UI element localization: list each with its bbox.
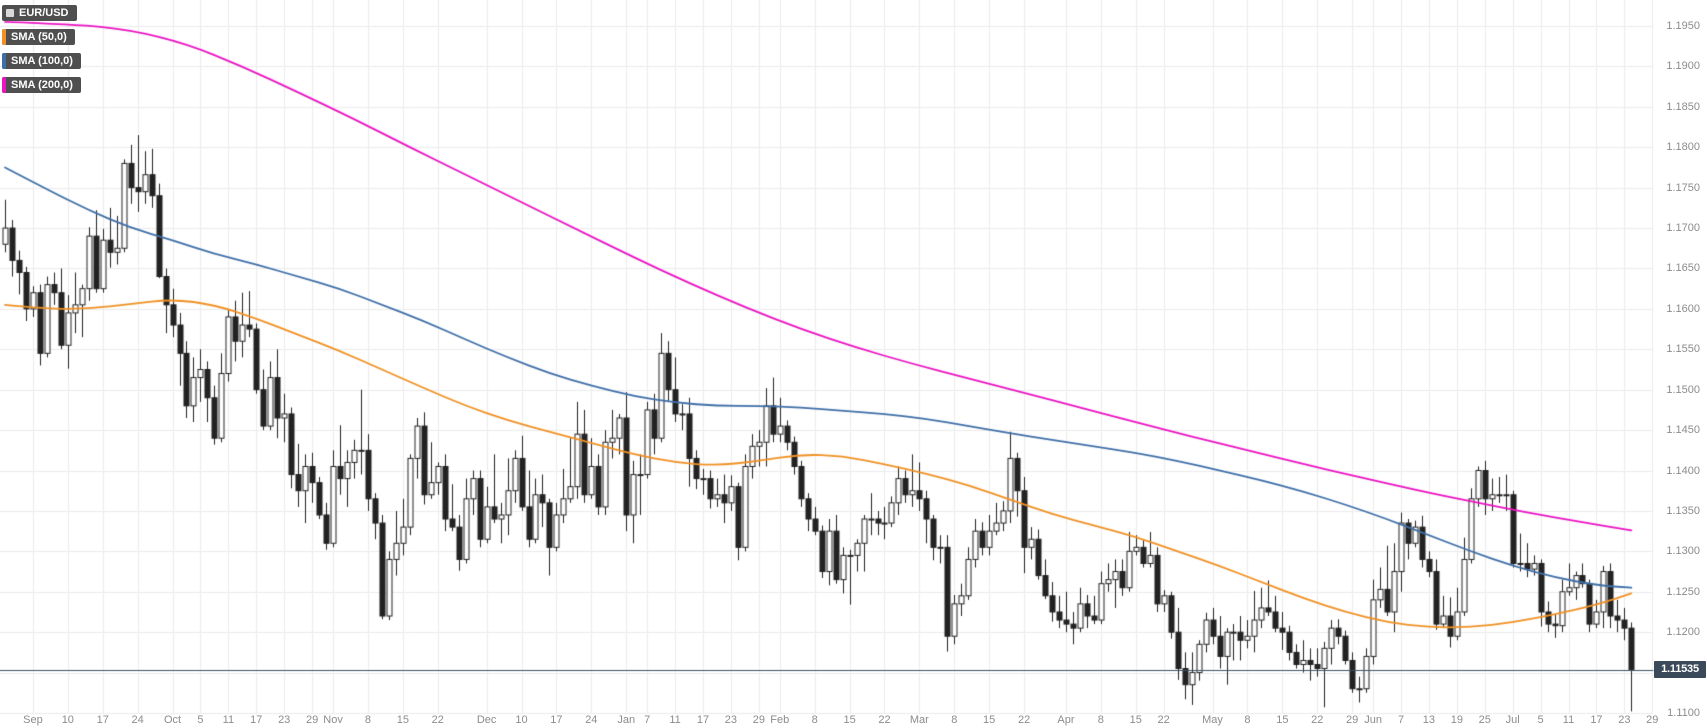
time-tick-label: 7 xyxy=(644,714,651,726)
time-tick-label: 17 xyxy=(96,714,109,726)
price-tick-label: 1.1900 xyxy=(1666,60,1700,73)
time-tick-label: 15 xyxy=(983,714,996,726)
time-tick-label: 25 xyxy=(1478,714,1491,726)
time-tick-label: Apr xyxy=(1057,714,1075,726)
sma50-label: SMA (50,0) xyxy=(11,31,67,43)
time-tick-label: 5 xyxy=(197,714,204,726)
time-tick-label: 29 xyxy=(305,714,319,726)
sma100-label: SMA (100,0) xyxy=(11,55,73,67)
time-tick-label: 22 xyxy=(1157,714,1170,726)
sma50-color-bar-icon xyxy=(2,29,6,45)
time-tick-label: Jun xyxy=(1364,714,1382,726)
time-tick-label: 17 xyxy=(550,714,563,726)
time-tick-label: May xyxy=(1202,714,1223,726)
time-tick-label: 22 xyxy=(431,714,444,726)
time-tick-label: 22 xyxy=(878,714,891,726)
price-tick-label: 1.1850 xyxy=(1666,100,1700,113)
time-tick-label: 17 xyxy=(696,714,710,726)
time-tick-label: 15 xyxy=(843,714,856,726)
candlestick-icon xyxy=(6,9,14,17)
time-tick-label: 11 xyxy=(1562,714,1575,726)
price-tick-label: 1.1450 xyxy=(1666,424,1700,437)
price-tick-label: 1.1600 xyxy=(1666,302,1700,315)
legend-sma100-badge[interactable]: SMA (100,0) xyxy=(2,53,81,69)
price-tick-label: 1.1700 xyxy=(1666,222,1700,235)
time-tick-label: 29 xyxy=(1646,714,1659,726)
price-tick-label: 1.1950 xyxy=(1666,20,1700,32)
time-tick-label: 8 xyxy=(364,714,372,726)
price-tick-label: 1.1500 xyxy=(1666,383,1700,396)
time-tick-label: Nov xyxy=(323,714,343,726)
time-tick-label: 11 xyxy=(222,714,235,726)
price-tick-label: 1.1750 xyxy=(1666,181,1700,194)
time-tick-label: 8 xyxy=(811,714,818,726)
time-tick-label: 23 xyxy=(1618,714,1631,726)
time-tick-label: Jul xyxy=(1505,714,1520,726)
time-tick-label: 7 xyxy=(1397,714,1405,726)
last-price-value: 1.11535 xyxy=(1661,663,1699,676)
instrument-label: EUR/USD xyxy=(19,7,69,19)
time-tick-label: 24 xyxy=(131,714,144,726)
time-tick-label: 11 xyxy=(669,714,681,726)
time-tick-label: 15 xyxy=(1276,714,1289,726)
time-tick-label: 15 xyxy=(1129,714,1142,726)
last-price-badge: 1.11535 xyxy=(1654,661,1706,679)
time-tick-label: 8 xyxy=(1244,714,1251,726)
time-tick-label: 8 xyxy=(951,714,958,726)
time-tick-label: Dec xyxy=(476,714,497,726)
time-tick-label: 29 xyxy=(1346,714,1359,726)
time-tick-label: Mar xyxy=(909,714,929,726)
time-tick-label: 22 xyxy=(1311,714,1324,726)
price-tick-label: 1.1400 xyxy=(1666,464,1700,477)
time-tick-label: Oct xyxy=(163,714,182,726)
price-tick-label: 1.1250 xyxy=(1666,585,1700,598)
price-tick-label: 1.1350 xyxy=(1666,504,1700,517)
sma200-color-bar-icon xyxy=(2,77,6,93)
time-tick-label: Feb xyxy=(770,714,790,726)
time-tick-label: 13 xyxy=(1422,714,1436,726)
price-tick-label: 1.1100 xyxy=(1667,707,1700,719)
price-tick-label: 1.1550 xyxy=(1666,343,1700,356)
time-tick-label: 22 xyxy=(1017,714,1031,726)
time-tick-label: Jan xyxy=(617,714,636,726)
time-tick-label: 5 xyxy=(1537,714,1544,726)
time-tick-label: 19 xyxy=(1450,714,1463,726)
time-tick-label: 10 xyxy=(61,714,74,726)
time-tick-label: Sep xyxy=(23,714,43,726)
time-tick-label: 17 xyxy=(250,714,263,726)
time-tick-label: 29 xyxy=(752,714,765,726)
sma100-color-bar-icon xyxy=(2,53,6,69)
time-tick-label: 10 xyxy=(515,714,528,726)
legend-sma50-badge[interactable]: SMA (50,0) xyxy=(2,29,75,45)
sma200-label: SMA (200,0) xyxy=(11,79,73,91)
time-tick-label: 17 xyxy=(1590,714,1603,726)
time-tick-label: 23 xyxy=(278,714,291,726)
price-tick-label: 1.1200 xyxy=(1666,626,1700,639)
legend-instrument-badge[interactable]: EUR/USD xyxy=(2,5,77,21)
chart-legend: EUR/USD SMA (50,0) SMA (100,0) SMA (200,… xyxy=(2,5,81,101)
price-tick-label: 1.1800 xyxy=(1666,141,1700,154)
time-tick-label: 23 xyxy=(724,714,738,726)
time-tick-label: 24 xyxy=(585,714,598,726)
time-tick-label: 8 xyxy=(1097,714,1104,726)
time-tick-label: 15 xyxy=(396,714,409,726)
price-tick-label: 1.1650 xyxy=(1666,262,1700,275)
price-tick-label: 1.1300 xyxy=(1666,545,1700,558)
legend-sma200-badge[interactable]: SMA (200,0) xyxy=(2,77,81,93)
